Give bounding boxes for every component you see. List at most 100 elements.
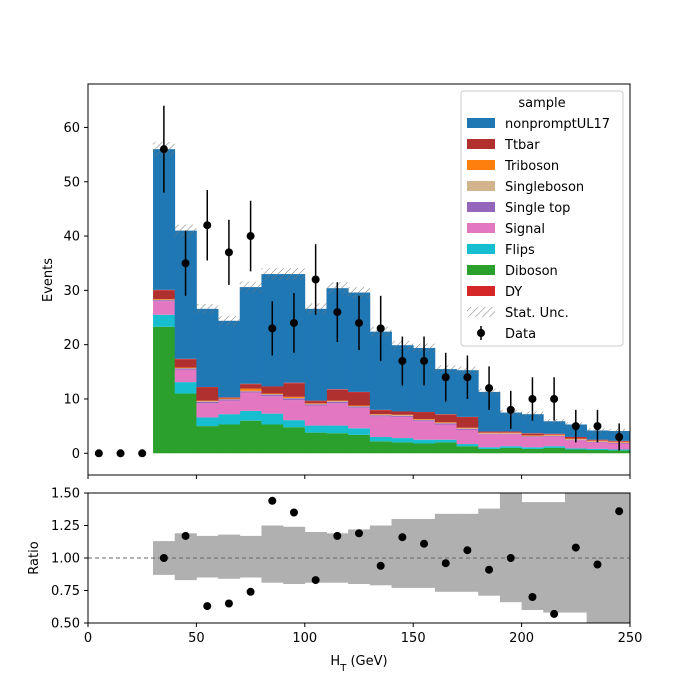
x-tick-label: 100 [292, 631, 317, 646]
legend-label: Stat. Unc. [505, 306, 569, 321]
bar-diboson [521, 448, 544, 454]
ratio-point [593, 560, 602, 569]
ratio-point [159, 554, 168, 562]
bar-flips [434, 439, 457, 443]
bar-diboson [543, 447, 566, 454]
ratio-point [398, 533, 407, 542]
legend-label: Triboson [504, 159, 559, 174]
bar-triboson [413, 419, 436, 420]
bar-flips [391, 438, 414, 443]
bar-single-top [196, 401, 219, 404]
ratio-unc-bin [564, 493, 588, 613]
bar-diboson [326, 433, 349, 454]
bar-diboson [413, 443, 436, 454]
ratio-uncertainty-band [153, 493, 630, 623]
ratio-unc-bin [413, 519, 436, 588]
y-tick-label: 0 [72, 447, 80, 462]
bar-flips [304, 425, 327, 433]
bar-dy [153, 289, 176, 291]
legend-swatch [467, 160, 495, 170]
legend: sample nonpromptUL17 Ttbar Triboson Singlebo… [460, 90, 624, 347]
bar-diboson [369, 441, 392, 454]
legend-label: Singleboson [505, 180, 584, 195]
bar-triboson [478, 432, 501, 434]
bar-diboson [153, 326, 176, 454]
bar-ttbar [391, 412, 414, 415]
bar-single-top [326, 401, 349, 404]
legend-label: Diboson [505, 264, 558, 279]
bar-flips [196, 417, 219, 427]
bar-ttbar [326, 389, 349, 401]
bar-flips [586, 448, 609, 451]
ratio-point [528, 593, 537, 601]
bar-signal [413, 421, 436, 440]
bar-flips [261, 413, 284, 425]
bar-single-top [304, 404, 327, 406]
bar-single-top [413, 420, 436, 422]
bar-singleboson [174, 368, 197, 369]
bar-singleboson [521, 435, 544, 437]
legend-label: Single top [505, 201, 570, 216]
bar-diboson [478, 448, 501, 454]
bar-triboson [499, 432, 522, 434]
bar-single-top [456, 428, 479, 430]
bar-singleboson [304, 403, 327, 405]
bar-signal [564, 440, 588, 449]
bar-dy [543, 433, 566, 435]
bar-singleboson [369, 414, 392, 416]
bar-dy [261, 386, 284, 388]
bar-ttbar [261, 387, 284, 394]
bar-triboson [304, 403, 327, 404]
bar-dy [413, 412, 436, 413]
bar-ttbar [153, 290, 176, 300]
y-tick-label: 20 [63, 338, 80, 353]
data-point [355, 318, 363, 327]
bar-diboson [283, 427, 306, 454]
bar-triboson [174, 367, 197, 369]
ratio-unc-bin [304, 532, 327, 583]
bar-dy [326, 389, 349, 390]
legend-swatch [467, 139, 495, 149]
bar-singleboson [543, 435, 566, 436]
data-point [398, 356, 407, 365]
ratio-y-tick-label: 1.50 [51, 487, 80, 502]
ratio-point [506, 554, 515, 562]
data-point [550, 394, 559, 403]
bar-nonpromptul17 [218, 320, 241, 398]
ratio-point [224, 599, 233, 608]
bar-singleboson [348, 406, 371, 407]
y-tick-label: 10 [63, 392, 80, 407]
bar-flips [499, 446, 522, 448]
bar-dy [174, 358, 197, 360]
bar-singleboson [413, 419, 436, 421]
bar-signal [391, 416, 414, 439]
ratio-unc-bin [283, 526, 306, 584]
stat-unc-hatch [218, 315, 240, 326]
bar-ttbar [499, 432, 522, 433]
bar-diboson [456, 446, 479, 454]
ratio-unc-bin [478, 508, 501, 596]
ratio-point [181, 531, 190, 540]
ratio-unc-bin [521, 502, 544, 610]
ratio-point [463, 546, 472, 555]
bar-single-top [521, 436, 544, 437]
bar-ttbar [196, 387, 219, 401]
bar-triboson [283, 396, 306, 398]
legend-label: Ttbar [504, 138, 540, 153]
bar-triboson [348, 405, 371, 407]
bar-singleboson [326, 401, 349, 402]
bar-single-top [261, 394, 284, 397]
ratio-x-ticks: 0 50 100 150 200 250 [84, 623, 642, 646]
ratio-unc-bin [434, 513, 457, 592]
legend-swatch [467, 181, 495, 191]
ratio-point [289, 508, 298, 517]
ratio-point [420, 539, 429, 548]
bar-dy [348, 391, 371, 393]
x-tick-label: 150 [401, 631, 426, 646]
bar-ttbar [283, 383, 306, 397]
bar-signal [586, 442, 609, 449]
bar-triboson [521, 435, 544, 436]
legend-swatch [467, 223, 495, 233]
bar-signal [521, 436, 544, 448]
bar-triboson [261, 393, 284, 395]
